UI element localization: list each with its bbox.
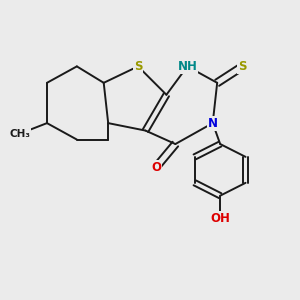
Text: S: S	[134, 60, 142, 73]
Text: N: N	[208, 117, 218, 130]
Text: NH: NH	[177, 60, 197, 73]
Text: OH: OH	[210, 212, 230, 225]
Text: S: S	[238, 60, 247, 73]
Text: CH₃: CH₃	[10, 129, 31, 139]
Text: O: O	[151, 161, 161, 174]
